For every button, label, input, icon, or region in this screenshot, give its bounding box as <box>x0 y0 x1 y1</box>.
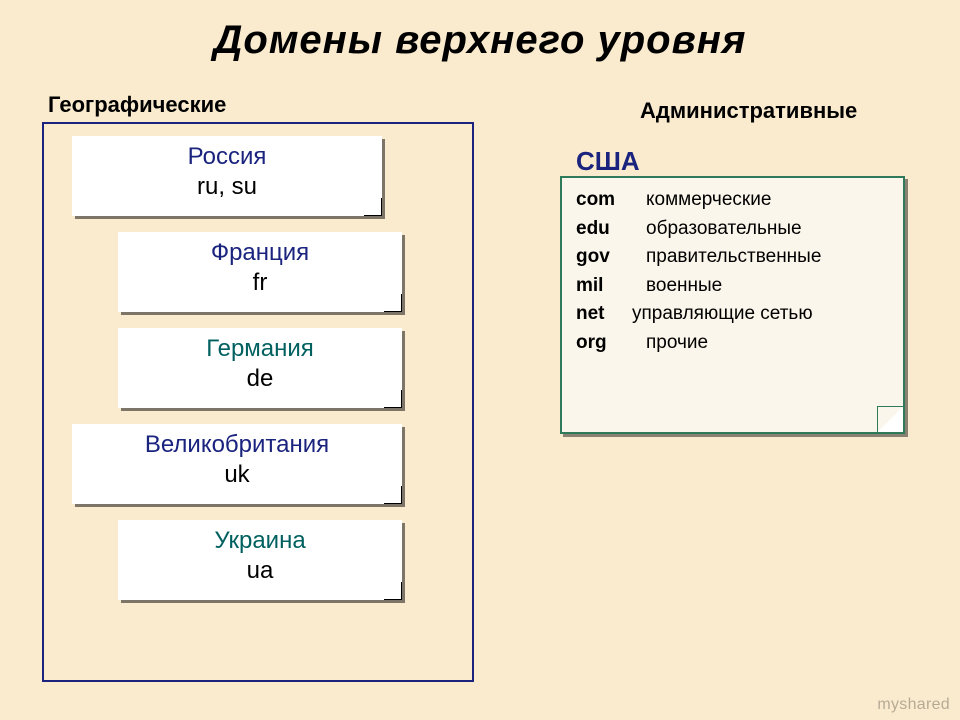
admin-row: comкоммерческие <box>576 186 896 215</box>
geo-note-codes: ru, su <box>82 172 372 202</box>
admin-row: eduобразовательные <box>576 215 896 244</box>
admin-row-tld: mil <box>576 272 646 301</box>
admin-row-desc: управляющие сетью <box>632 300 896 329</box>
watermark: myshared <box>877 696 950 714</box>
geo-note-country: Германия <box>128 334 392 364</box>
admin-row-tld: net <box>576 300 632 329</box>
admin-row-desc: военные <box>646 272 896 301</box>
admin-row-tld: edu <box>576 215 646 244</box>
geo-note-country: Украина <box>128 526 392 556</box>
slide-root: Домены верхнего уровня Географические Ад… <box>0 0 960 720</box>
geo-note-body: Россияru, su <box>72 136 382 208</box>
geo-note-country: Франция <box>128 238 392 268</box>
geo-note: Россияru, su <box>72 136 382 216</box>
admin-row-tld: gov <box>576 243 646 272</box>
geo-note-country: Великобритания <box>82 430 392 460</box>
admin-row-desc: прочие <box>646 329 896 358</box>
geo-note: Украинаua <box>118 520 402 600</box>
admin-card-title: США <box>576 146 640 177</box>
admin-rows: comкоммерческиеeduобразовательныеgovправ… <box>576 186 896 357</box>
admin-row-desc: коммерческие <box>646 186 896 215</box>
admin-row: orgпрочие <box>576 329 896 358</box>
geo-note-codes: uk <box>82 460 392 490</box>
admin-row-tld: org <box>576 329 646 358</box>
geo-note-body: Францияfr <box>118 232 402 304</box>
geo-note-body: Великобританияuk <box>72 424 402 496</box>
admin-row-desc: правительственные <box>646 243 896 272</box>
admin-row: govправительственные <box>576 243 896 272</box>
watermark-text: myshared <box>877 696 950 713</box>
admin-row-tld: com <box>576 186 646 215</box>
admin-heading: Административные <box>640 98 857 124</box>
geo-note-body: Германияde <box>118 328 402 400</box>
geo-note: Великобританияuk <box>72 424 402 504</box>
geo-note-body: Украинаua <box>118 520 402 592</box>
admin-row-desc: образовательные <box>646 215 896 244</box>
geo-note: Германияde <box>118 328 402 408</box>
geo-heading: Географические <box>48 92 226 118</box>
geo-note-codes: fr <box>128 268 392 298</box>
admin-row: milвоенные <box>576 272 896 301</box>
page-title: Домены верхнего уровня <box>0 18 960 63</box>
geo-note-codes: ua <box>128 556 392 586</box>
geo-note: Францияfr <box>118 232 402 312</box>
geo-note-codes: de <box>128 364 392 394</box>
admin-row: netуправляющие сетью <box>576 300 896 329</box>
geo-note-country: Россия <box>82 142 372 172</box>
